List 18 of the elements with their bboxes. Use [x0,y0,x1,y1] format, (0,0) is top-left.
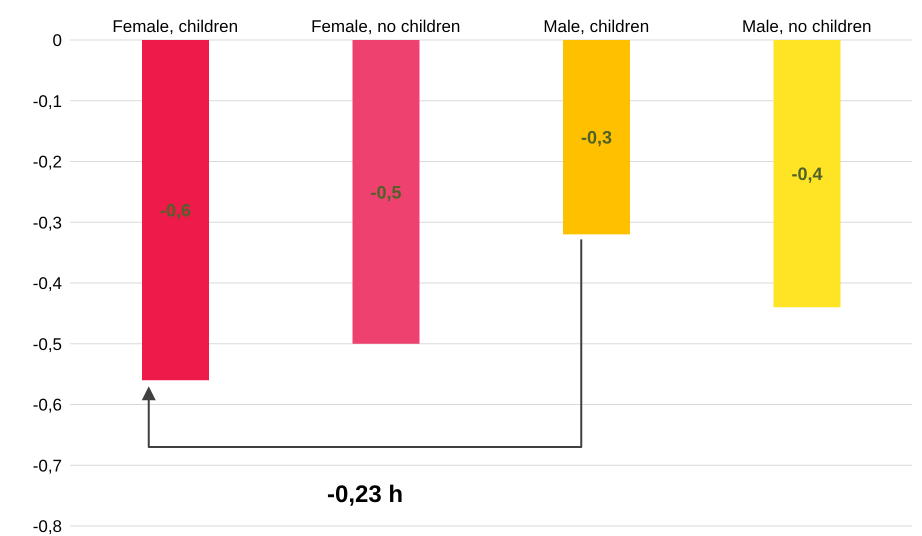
y-tick-label: 0 [52,31,62,50]
data-label: -0,5 [370,182,402,202]
y-tick-label: -0,8 [32,517,62,536]
data-label: -0,3 [580,128,612,148]
annotation: -0,23 h [326,481,404,508]
y-tick-label: -0,6 [32,396,62,415]
x-tick-label: Male, no children [742,17,872,36]
x-tick-label: Male, children [543,17,650,36]
x-tick-label: Female, no children [311,17,460,36]
y-tick-label: -0,1 [32,92,62,111]
y-tick-label: -0,2 [32,152,62,172]
y-tick-label: -0,3 [32,213,62,232]
data-label: -0,4 [791,164,823,184]
y-tick-label: -0,5 [32,334,62,354]
y-tick-label: -0,7 [32,456,62,476]
data-label: -0,6 [160,200,192,220]
y-tick-label: -0,4 [32,274,62,294]
x-tick-label: Female, children [112,17,238,36]
